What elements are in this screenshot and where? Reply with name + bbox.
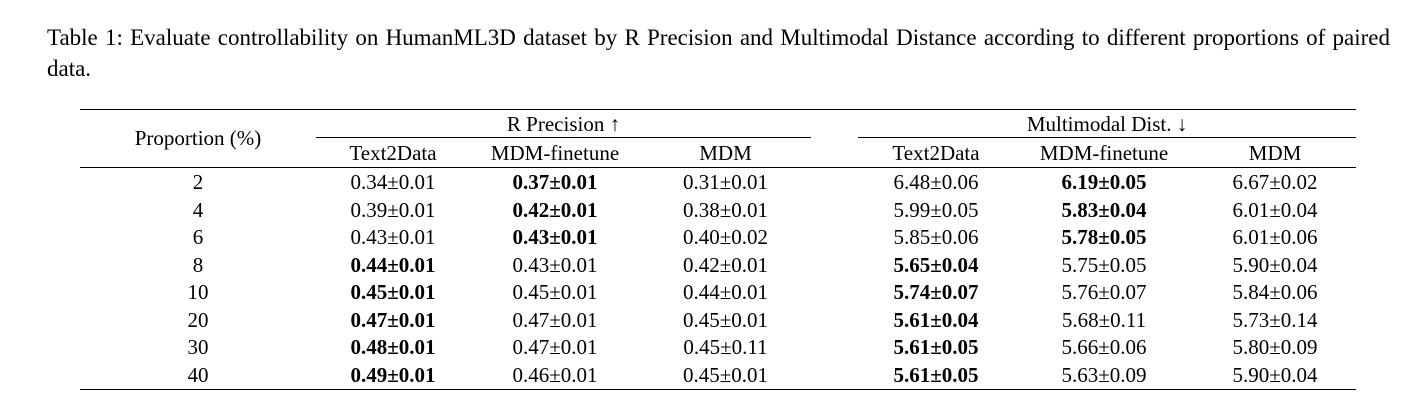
value-cell: 0.42±0.01 — [512, 197, 598, 222]
table-row: 8 0.44±0.01 0.43±0.01 0.42±0.01 5.65±0.04 5.7… — [80, 252, 1356, 280]
table-row: 10 0.45±0.01 0.45±0.01 0.44±0.01 5.74±0.07 5.… — [80, 279, 1356, 307]
subheader-r-mdm: MDM — [699, 141, 752, 165]
gap-cell — [811, 334, 858, 362]
value-cell: 0.37±0.01 — [470, 167, 640, 197]
value-cell: 0.44±0.01 — [682, 280, 769, 305]
value-cell: 5.90±0.04 — [1194, 361, 1357, 390]
value-cell: 5.85±0.06 — [893, 225, 979, 250]
value-cell: 0.45±0.01 — [682, 307, 769, 332]
table-row: 6 0.43±0.01 0.43±0.01 0.40±0.02 5.85±0.06 5.7… — [80, 224, 1356, 252]
value-cell: 5.61±0.05 — [893, 335, 979, 360]
value-cell: 0.31±0.01 — [640, 167, 812, 197]
value-cell: 0.44±0.01 — [350, 252, 436, 277]
group-header-r-precision-label: R Precision ↑ — [316, 112, 812, 138]
proportion-cell: 8 — [192, 252, 204, 277]
value-cell: 5.84±0.06 — [1232, 280, 1318, 305]
value-cell: 6.01±0.06 — [1232, 225, 1318, 250]
value-cell: 0.34±0.01 — [316, 167, 470, 197]
proportion-cell: 4 — [192, 197, 204, 222]
gap-cell — [811, 307, 858, 335]
subheader-m-text2data: Text2Data — [892, 141, 980, 165]
gap-cell — [811, 279, 858, 307]
value-cell: 0.43±0.01 — [350, 225, 436, 250]
proportion-cell: 2 — [80, 167, 316, 197]
value-cell: 5.78±0.05 — [1061, 225, 1147, 250]
proportion-cell: 6 — [192, 225, 204, 250]
proportion-cell: 30 — [187, 335, 209, 360]
value-cell: 5.73±0.14 — [1232, 307, 1318, 332]
results-table-container: Proportion (%) R Precision ↑ Multimodal … — [80, 109, 1357, 390]
table-row: 30 0.48±0.01 0.47±0.01 0.45±0.11 5.61±0.05 5.… — [80, 334, 1356, 362]
proportion-header: Proportion (%) — [80, 109, 316, 168]
table-caption: Table 1: Evaluate controllability on Hum… — [47, 25, 1390, 81]
value-cell: 5.76±0.07 — [1061, 280, 1147, 305]
gap-cell — [811, 224, 858, 252]
subheader-r-text2data: Text2Data — [349, 141, 437, 165]
gap-cell — [811, 252, 858, 280]
value-cell: 5.99±0.05 — [893, 197, 979, 222]
gap-cell — [811, 167, 859, 197]
value-cell: 0.48±0.01 — [350, 335, 436, 360]
subheader-gap — [811, 140, 858, 168]
value-cell: 0.38±0.01 — [682, 197, 769, 222]
value-cell: 0.49±0.01 — [316, 361, 470, 390]
value-cell: 0.43±0.01 — [512, 225, 598, 250]
proportion-cell: 20 — [187, 307, 209, 332]
group-header-multimodal-dist: Multimodal Dist. ↓ — [858, 109, 1357, 140]
gap-cell — [811, 197, 858, 225]
gap-cell — [811, 361, 859, 390]
proportion-cell: 10 — [187, 280, 209, 305]
value-cell: 5.74±0.07 — [893, 280, 979, 305]
group-header-multimodal-dist-label: Multimodal Dist. ↓ — [858, 112, 1357, 138]
table-row: 40 0.49±0.01 0.46±0.01 0.45±0.01 5.61±0.05 5.… — [80, 361, 1357, 390]
value-cell: 0.42±0.01 — [682, 252, 769, 277]
value-cell: 0.45±0.01 — [640, 361, 812, 390]
value-cell: 0.47±0.01 — [512, 307, 598, 332]
proportion-cell: 40 — [80, 361, 316, 390]
value-cell: 5.80±0.09 — [1232, 335, 1318, 360]
value-cell: 6.19±0.05 — [1014, 167, 1195, 197]
value-cell: 0.43±0.01 — [512, 252, 598, 277]
value-cell: 0.40±0.02 — [682, 225, 769, 250]
value-cell: 5.90±0.04 — [1232, 252, 1318, 277]
table-body: 2 0.34±0.01 0.37±0.01 0.31±0.01 6.48±0.06 6.1… — [80, 167, 1357, 390]
value-cell: 0.47±0.01 — [512, 335, 598, 360]
group-header-r-precision: R Precision ↑ — [316, 109, 812, 140]
value-cell: 6.67±0.02 — [1194, 167, 1357, 197]
value-cell: 0.45±0.11 — [683, 335, 768, 360]
value-cell: 0.39±0.01 — [350, 197, 436, 222]
subheader-m-mdm: MDM — [1248, 141, 1302, 165]
group-gap — [811, 109, 859, 140]
subheader-m-mdm-finetune: MDM-finetune — [1039, 141, 1169, 165]
table-row: 20 0.47±0.01 0.47±0.01 0.45±0.01 5.61±0.04 5.… — [80, 307, 1356, 335]
results-table: Proportion (%) R Precision ↑ Multimodal … — [80, 109, 1357, 390]
table-row: 2 0.34±0.01 0.37±0.01 0.31±0.01 6.48±0.06 6.1… — [80, 167, 1357, 197]
value-cell: 5.65±0.04 — [893, 252, 979, 277]
value-cell: 6.01±0.04 — [1232, 197, 1318, 222]
value-cell: 5.66±0.06 — [1061, 335, 1147, 360]
value-cell: 5.75±0.05 — [1061, 252, 1147, 277]
value-cell: 5.61±0.04 — [893, 307, 979, 332]
value-cell: 0.46±0.01 — [470, 361, 640, 390]
value-cell: 0.45±0.01 — [512, 280, 598, 305]
value-cell: 0.47±0.01 — [350, 307, 436, 332]
value-cell: 5.68±0.11 — [1061, 307, 1147, 332]
value-cell: 6.48±0.06 — [858, 167, 1015, 197]
value-cell: 5.61±0.05 — [858, 361, 1015, 390]
value-cell: 0.45±0.01 — [350, 280, 436, 305]
table-row: 4 0.39±0.01 0.42±0.01 0.38±0.01 5.99±0.05 5.8… — [80, 197, 1356, 225]
value-cell: 5.83±0.04 — [1061, 197, 1147, 222]
subheader-r-mdm-finetune: MDM-finetune — [490, 141, 620, 165]
value-cell: 5.63±0.09 — [1014, 361, 1195, 390]
